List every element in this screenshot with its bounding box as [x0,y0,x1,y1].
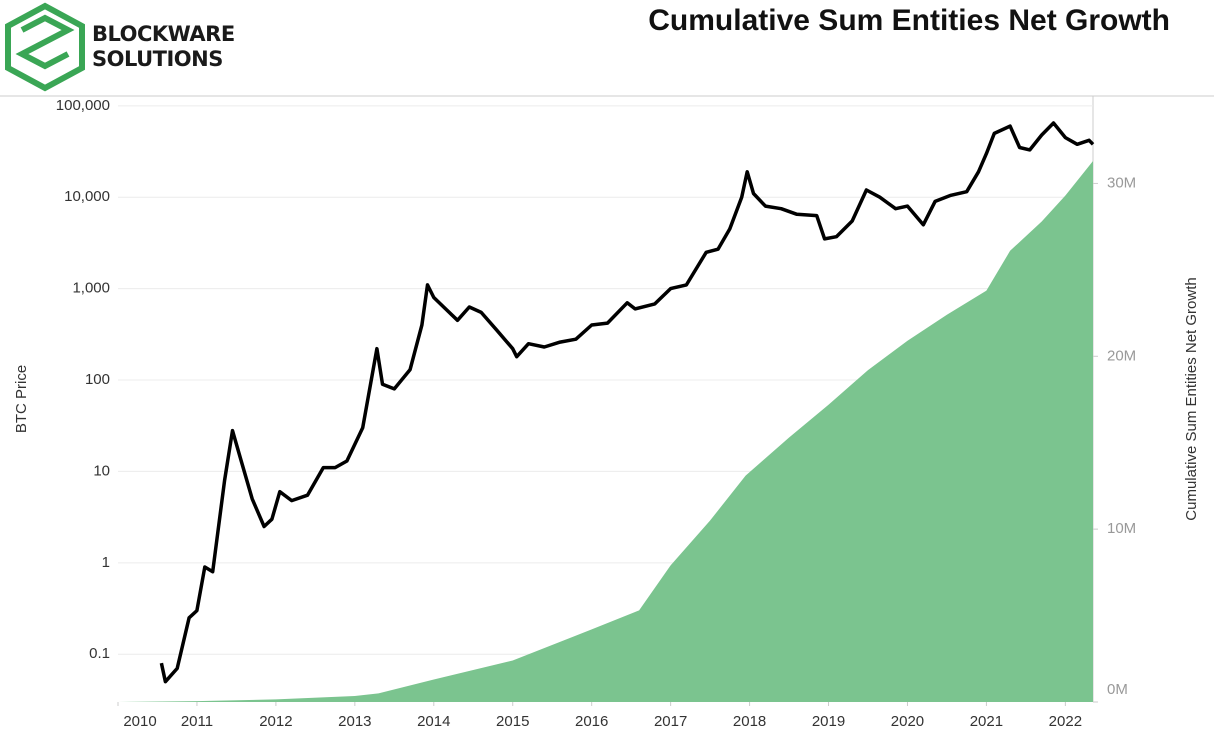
y-tick-label: 10 [93,462,110,479]
chart-title: Cumulative Sum Entities Net Growth [648,4,1170,37]
logo-text: BLOCKWARE [92,22,235,46]
y2-tick-label: 20M [1107,347,1136,364]
price-line [159,121,1095,684]
x-tick-label: 2019 [812,713,845,730]
y2-tick-label: 10M [1107,520,1136,537]
x-tick-label: 2013 [338,713,371,730]
logo-icon [5,2,85,92]
x-tick-label: 2020 [891,713,924,730]
y-axis-label: BTC Price [13,365,30,433]
y-tick-label: 0.1 [89,645,110,662]
x-tick-label: 2022 [1049,713,1082,730]
y-tick-label: 10,000 [64,188,110,205]
x-tick-label: 2021 [970,713,1003,730]
x-tick-label: 2016 [575,713,608,730]
x-tick-label: 2017 [654,713,687,730]
y-tick-label: 100 [85,371,110,388]
y-tick-label: 100,000 [56,97,110,114]
y2-tick-label: 30M [1107,174,1136,191]
x-tick-label: 2010 [123,713,156,730]
y2-tick-label: 0M [1107,681,1128,698]
logo-text: SOLUTIONS [92,47,223,71]
area [118,161,1093,702]
x-tick-label: 2012 [259,713,292,730]
y-tick-label: 1,000 [72,280,110,297]
y2-axis-label: Cumulative Sum Entities Net Growth [1183,277,1200,520]
x-tick-label: 2015 [496,713,529,730]
x-tick-label: 2018 [733,713,766,730]
x-tick-label: 2014 [417,713,450,730]
y-tick-label: 1 [102,554,110,571]
x-tick-label: 2011 [181,713,213,730]
